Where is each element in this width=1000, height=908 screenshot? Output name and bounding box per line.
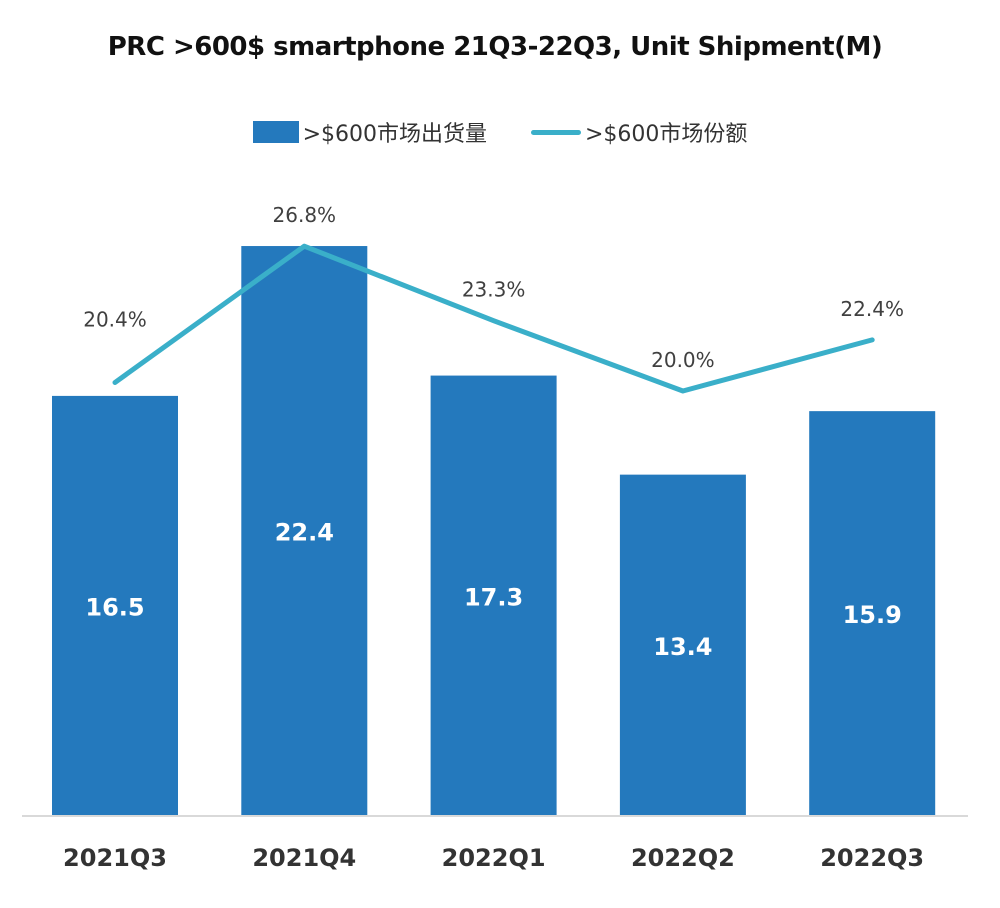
legend-item-shipment: >$600市场出货量: [252, 116, 487, 148]
share-line: [112, 243, 875, 394]
legend-item-share: >$600市场份额: [531, 116, 747, 148]
bar: [619, 474, 746, 815]
bar-value-label: 16.5: [85, 593, 144, 621]
share-value-label: 20.4%: [83, 307, 147, 331]
bar: [430, 375, 557, 815]
x-tick-label: 2021Q3: [63, 844, 167, 872]
legend-label-shipment: >$600市场出货量: [302, 122, 487, 147]
legend-label-share: >$600市场份额: [585, 122, 748, 147]
share-value-label: 22.4%: [840, 297, 904, 321]
bar-value-label: 15.9: [843, 601, 902, 629]
bar-value-label: 17.3: [464, 583, 523, 611]
legend: >$600市场出货量 >$600市场份额: [0, 116, 1000, 148]
bar: [809, 411, 936, 815]
legend-line-swatch: [531, 129, 581, 135]
share-value-label: 26.8%: [273, 203, 337, 227]
share-value-label: 23.3%: [462, 278, 526, 302]
bar: [52, 395, 178, 815]
chart-title: PRC >600$ smartphone 21Q3-22Q3, Unit Shi…: [107, 32, 883, 62]
x-tick-label: 2022Q1: [442, 844, 546, 872]
share-value-label: 20.0%: [651, 348, 715, 372]
x-tick-label: 2022Q2: [631, 844, 735, 872]
x-tick-label: 2022Q3: [820, 844, 924, 872]
bar-value-label: 13.4: [653, 633, 712, 661]
bar: [241, 246, 368, 816]
bar-value-label: 22.4: [275, 519, 334, 547]
legend-bar-swatch: [252, 121, 299, 143]
x-tick-label: 2021Q4: [252, 844, 356, 872]
